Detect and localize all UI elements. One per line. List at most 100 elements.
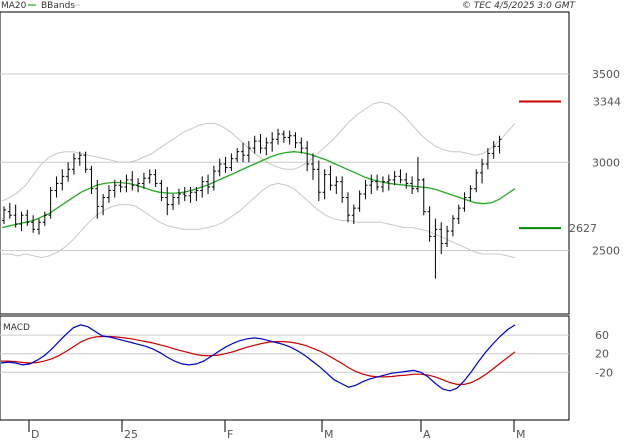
ohlc-bar [118, 179, 123, 193]
price-gridlines [0, 73, 569, 251]
ohlc-bar [235, 148, 240, 163]
ohlc-bar [404, 172, 409, 189]
ohlc-bar [281, 130, 286, 143]
ohlc-bar [54, 176, 59, 198]
ohlc-bar [171, 194, 176, 210]
ohlc-bar [462, 192, 467, 212]
moving-average-line [1, 151, 516, 229]
ohlc-bar [310, 153, 315, 180]
ohlc-bar [241, 142, 246, 163]
ohlc-bar [211, 165, 216, 191]
ohlc-bar [456, 204, 461, 225]
ohlc-bar [380, 176, 385, 193]
ohlc-bar [83, 151, 88, 173]
ohlc-bar [427, 206, 432, 242]
ohlc-bar [305, 141, 310, 172]
ohlc-bar [258, 134, 263, 154]
ohlc-bar [106, 185, 111, 203]
macd-panel-label: MACD [3, 323, 30, 333]
x-axis-ticks: D 25 F M A M [28, 420, 526, 440]
resistance-level-label: 3344 [593, 96, 621, 109]
ohlc-bar [264, 137, 269, 156]
ohlc-bar [491, 141, 496, 159]
ohlc-bar [124, 174, 129, 193]
ohlc-bar [112, 179, 117, 198]
ohlc-bar [316, 160, 321, 202]
macd-main-line [0, 324, 516, 392]
y-axis-ticks: 3500 3000 2500 60 20 -20 [592, 68, 620, 379]
ohlc-bar [340, 176, 345, 203]
ohlc-bar [433, 218, 438, 279]
ohlc-bar [445, 225, 450, 247]
ohlc-bar [334, 176, 339, 195]
ohlc-bar [293, 132, 298, 149]
bbands-legend-label: BBands [41, 1, 75, 11]
support-level-label: 2627 [569, 222, 597, 235]
ohlc-bar [415, 156, 420, 193]
ohlc-bar [36, 218, 41, 235]
ohlc-bar [276, 128, 281, 145]
ohlc-bar [206, 174, 211, 195]
ohlc-bar [13, 204, 18, 228]
ohlc-bar [136, 178, 141, 193]
ohlc-bar [345, 192, 350, 223]
ohlc-bar [66, 162, 71, 182]
ohlc-bar [299, 137, 304, 154]
ohlc-bar [141, 172, 146, 189]
ohlc-bar [60, 169, 65, 191]
x-tick-label: A [423, 428, 431, 440]
macd-y-tick-label: -20 [595, 366, 613, 379]
support-resistance-levels: 3344 2627 [519, 96, 621, 235]
ohlc-bar [159, 179, 164, 202]
ohlc-bar [480, 158, 485, 184]
ohlc-bar [468, 185, 473, 202]
price-bars [2, 128, 502, 279]
x-tick-label: 25 [124, 428, 138, 440]
ohlc-bar [369, 174, 374, 195]
ohlc-bar [200, 176, 205, 198]
ohlc-bar [386, 174, 391, 191]
macd-gridlines [0, 334, 569, 373]
x-tick-label: M [324, 428, 334, 440]
ma20-line [1, 151, 516, 229]
ohlc-bar [421, 178, 426, 216]
ohlc-bar [270, 132, 275, 152]
ohlc-bar [375, 174, 380, 191]
ohlc-bar [2, 206, 6, 225]
ohlc-bar [77, 151, 82, 166]
ohlc-bar [439, 222, 444, 255]
macd-panel-frame [0, 315, 570, 421]
ohlc-bar [176, 188, 181, 205]
price-y-tick-label: 3000 [592, 156, 620, 169]
ohlc-bar [497, 135, 502, 154]
price-y-tick-label: 2500 [592, 245, 620, 258]
ohlc-bar [229, 153, 234, 172]
ohlc-bar [188, 186, 193, 203]
ohlc-bar [322, 169, 327, 200]
macd-y-tick-label: 60 [595, 329, 609, 342]
ohlc-bar [71, 153, 76, 175]
ohlc-bar [246, 141, 251, 163]
ohlc-bar [48, 186, 53, 219]
ohlc-bar [351, 204, 356, 225]
ohlc-bar [357, 190, 362, 212]
macd-signal-line [1, 335, 516, 385]
ohlc-bar [223, 156, 228, 173]
ohlc-bar [485, 148, 490, 170]
x-tick-label: M [516, 428, 526, 440]
copyright-text: © TEC 4/5/2025 3:0 GMT [462, 1, 577, 11]
ohlc-bar [217, 158, 222, 177]
ohlc-bar [398, 169, 403, 184]
ohlc-bar [252, 135, 257, 154]
price-panel-frame [0, 11, 570, 315]
ma-legend-label: MA20 [1, 1, 27, 11]
x-tick-label: D [31, 428, 39, 440]
ohlc-bar [392, 171, 397, 186]
ohlc-bar [287, 130, 292, 145]
ohlc-bar [31, 215, 36, 233]
ohlc-bar [182, 186, 187, 202]
macd-lines [0, 324, 516, 392]
ohlc-bar [474, 169, 479, 193]
